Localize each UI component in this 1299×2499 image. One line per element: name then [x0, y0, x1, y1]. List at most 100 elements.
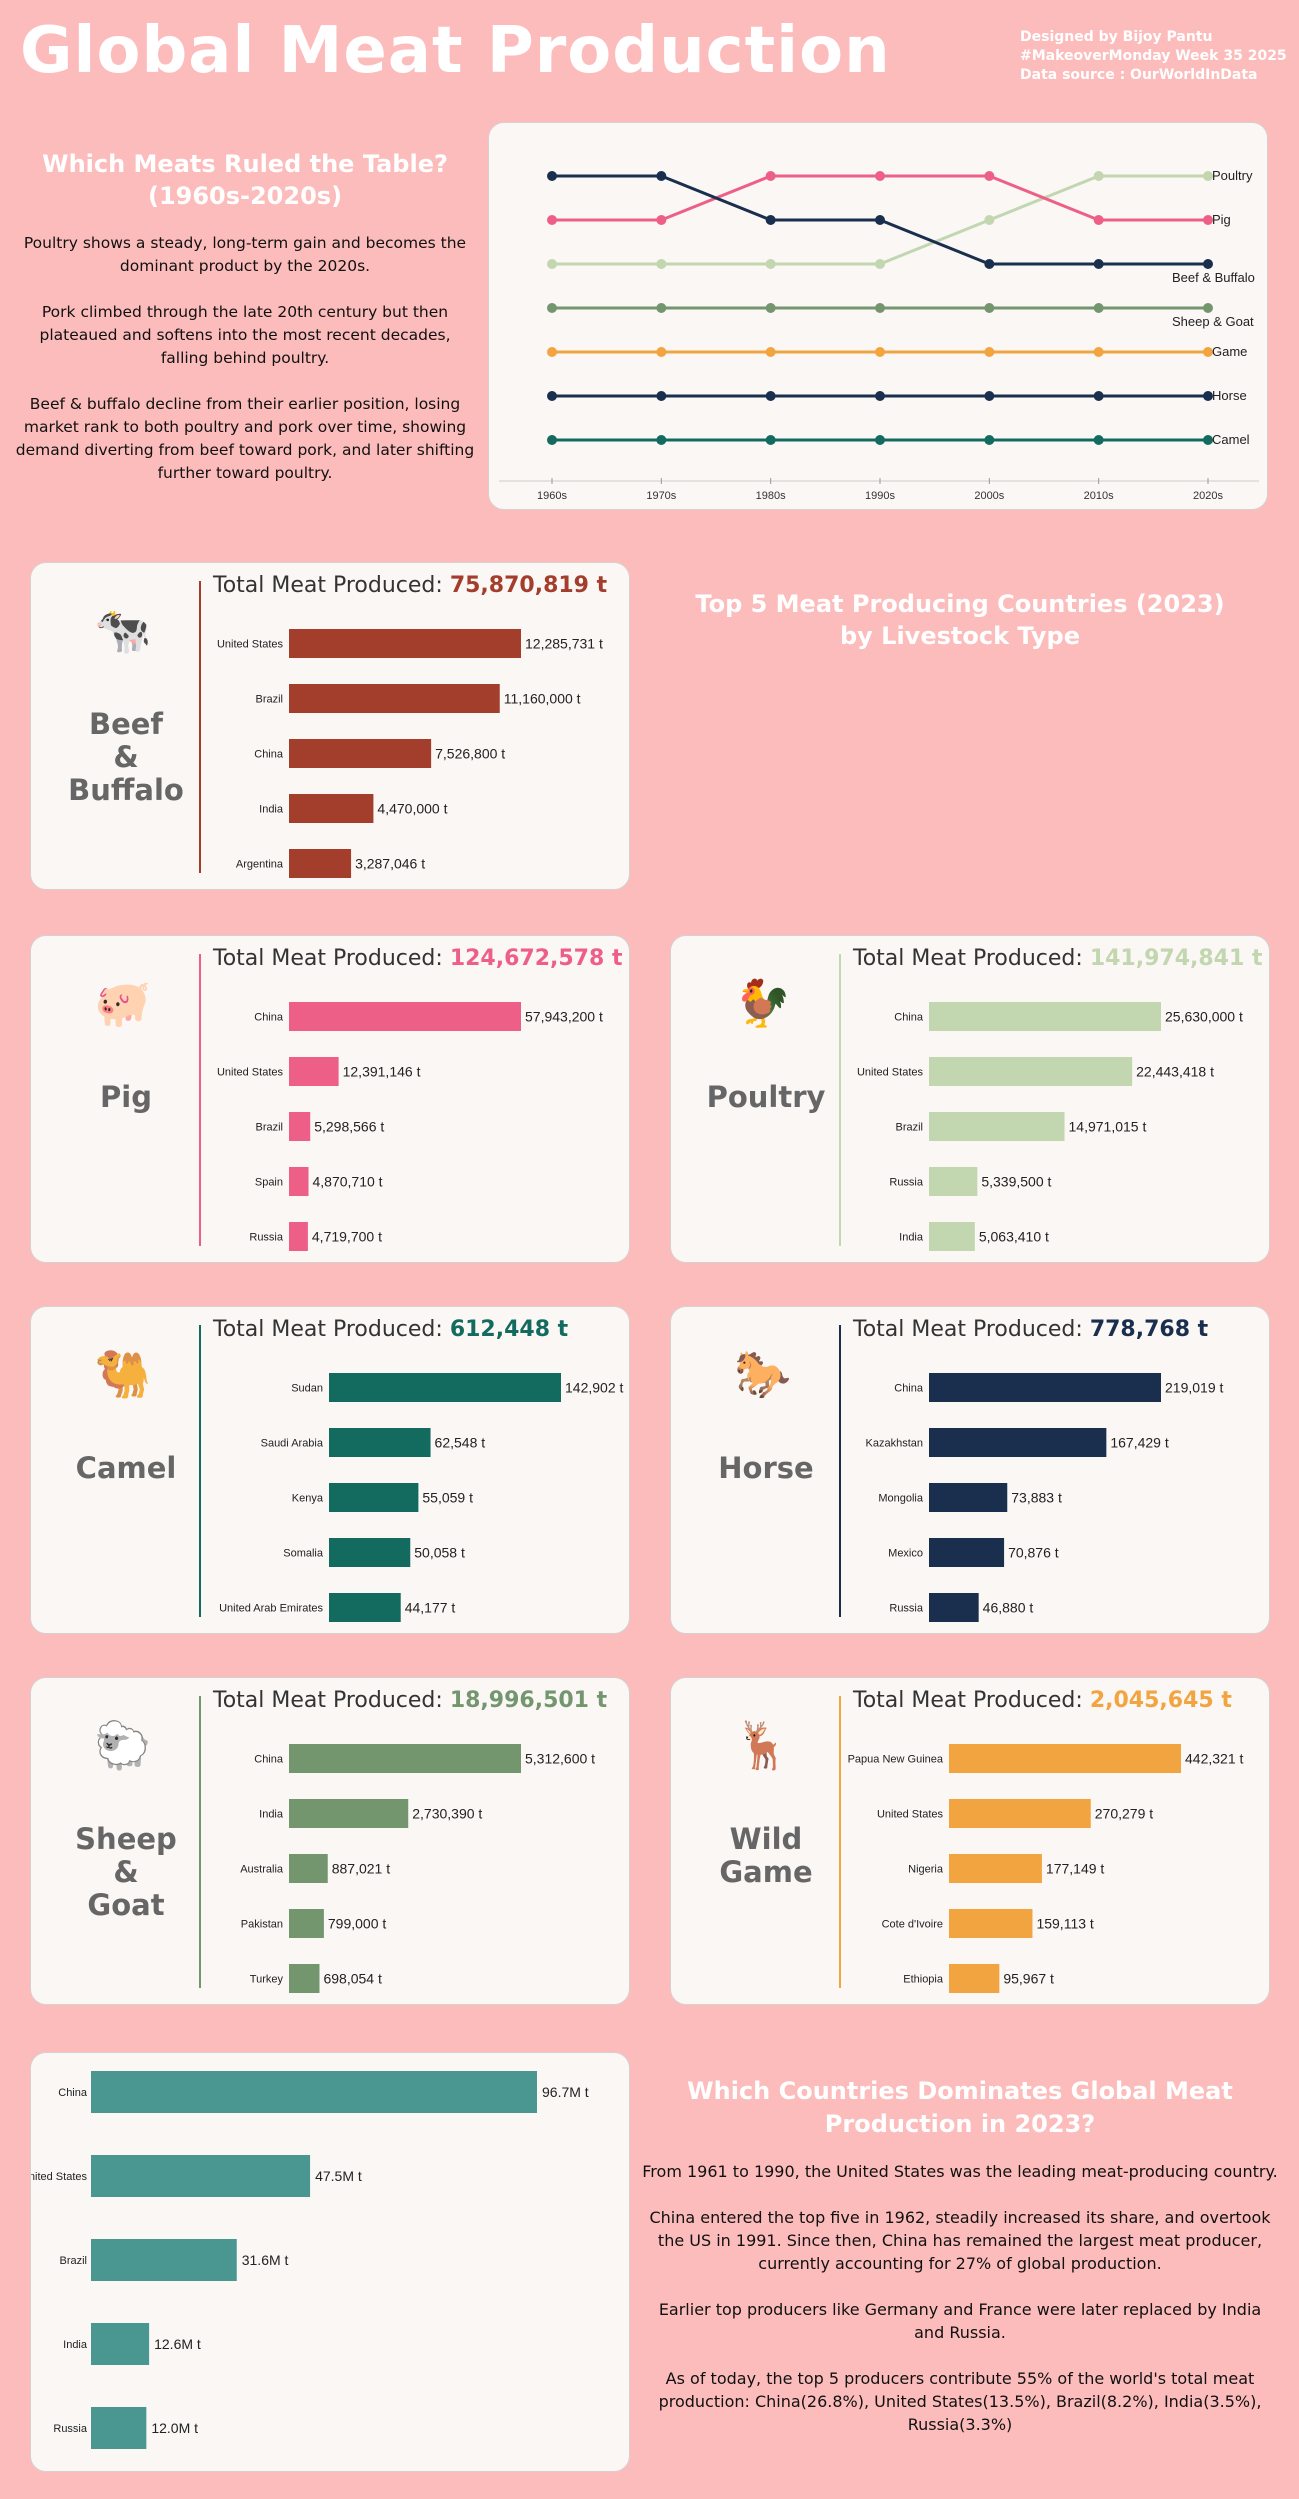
bar-category-label: Nigeria [908, 1864, 944, 1876]
bar-value-label: 167,429 t [1110, 1435, 1168, 1451]
bar [289, 684, 500, 713]
pig-card: 🐖 Pig Total Meat Produced: 124,672,578 t Ch… [30, 935, 630, 1263]
series-point [1203, 171, 1213, 181]
bar-value-label: 5,339,500 t [981, 1174, 1051, 1190]
bar-category-label: India [259, 804, 284, 816]
bar [929, 1483, 1008, 1512]
total-value: 141,974,841 t [1089, 946, 1263, 971]
sheep-name: Sheep & Goat [51, 1823, 201, 1922]
series-point [547, 303, 557, 313]
top-countries-chart: China 96.7M t United States 47.5M t Brazil 31… [31, 2071, 589, 2449]
bar-value-label: 2,730,390 t [412, 1806, 482, 1822]
total-value: 778,768 t [1089, 1317, 1209, 1342]
camel-total: Total Meat Produced: 612,448 t [213, 1317, 568, 1342]
bar-value-label: 142,902 t [565, 1380, 623, 1396]
bar-value-label: 5,298,566 t [314, 1119, 384, 1135]
bar-value-label: 12.0M t [151, 2420, 198, 2436]
bar-category-label: United States [857, 1067, 924, 1079]
total-label: Total Meat Produced: [213, 1688, 450, 1713]
beef-bar-chart: United States 12,285,731 t Brazil 11,160,00… [217, 629, 603, 878]
bar-category-label: Russia [889, 1177, 924, 1189]
series-point [656, 347, 667, 357]
series-point [875, 215, 885, 225]
bar [929, 1112, 1065, 1141]
bar-value-label: 698,054 t [323, 1971, 381, 1987]
total-value: 75,870,819 t [449, 573, 608, 598]
series-point [1093, 215, 1104, 225]
bar-value-label: 7,526,800 t [435, 746, 505, 762]
series-point [547, 435, 557, 445]
bar [329, 1373, 561, 1402]
bar [929, 1593, 979, 1622]
card-name-line: Poultry [706, 1080, 826, 1114]
card-name-line: Pig [100, 1080, 152, 1114]
card-name-line: & [113, 1855, 139, 1889]
poultry-card: 🐓 Poultry Total Meat Produced: 141,974,841… [670, 935, 1270, 1263]
horse-card: 🐎 Horse Total Meat Produced: 778,768 t Chin… [670, 1306, 1270, 1634]
bar-value-label: 22,443,418 t [1136, 1064, 1214, 1080]
camel-card: 🐫 Camel Total Meat Produced: 612,448 t Suda… [30, 1306, 630, 1634]
bar-category-label: United States [217, 639, 284, 651]
bar [289, 1799, 409, 1828]
bar [289, 1222, 308, 1251]
bar-value-label: 11,160,000 t [504, 691, 581, 707]
bar-category-label: Russia [53, 2423, 88, 2435]
bar-category-label: Sudan [291, 1383, 323, 1395]
series-point [875, 391, 885, 401]
bar [949, 1744, 1181, 1773]
camel-name: Camel [51, 1452, 201, 1485]
intro-paragraph: Beef & buffalo decline from their earlie… [15, 395, 475, 482]
series-point [765, 347, 776, 357]
credits: Designed by Bijoy Pantu #MakeoverMonday … [1020, 28, 1287, 85]
series-point [1093, 303, 1104, 313]
bar [289, 1057, 339, 1086]
intro-paragraph: Poultry shows a steady, long-term gain a… [23, 234, 467, 275]
bar-value-label: 31.6M t [242, 2252, 289, 2268]
sheep-card: 🐑 Sheep & Goat Total Meat Produced: 18,996,5… [30, 1677, 630, 2005]
bar-category-label: Pakistan [241, 1919, 283, 1931]
bottom-text: From 1961 to 1990, the United States was… [642, 2160, 1278, 2459]
series-point [765, 171, 776, 181]
total-label: Total Meat Produced: [213, 1317, 450, 1342]
horse-icon: 🐎 [734, 1347, 792, 1401]
series-point [547, 215, 557, 225]
series-point [875, 303, 885, 313]
bar-value-label: 442,321 t [1185, 1751, 1243, 1767]
series-label: Beef & Buffalo [1172, 270, 1255, 285]
bar-value-label: 12.6M t [154, 2336, 201, 2352]
series-point [656, 171, 667, 181]
intro-text: Poultry shows a steady, long-term gain a… [14, 232, 476, 508]
bar-value-label: 47.5M t [315, 2168, 362, 2184]
bar-value-label: 12,391,146 t [343, 1064, 421, 1080]
series-point [765, 391, 776, 401]
bar-value-label: 159,113 t [1036, 1916, 1093, 1932]
x-tick-label: 1990s [865, 490, 895, 502]
card-name-line: Beef [88, 707, 164, 741]
game-card: 🦌 Wild Game Total Meat Produced: 2,045,645 … [670, 1677, 1270, 2005]
bar [929, 1057, 1133, 1086]
cow-icon: 🐄 [94, 603, 152, 657]
bar [329, 1538, 411, 1567]
bar-value-label: 55,059 t [422, 1490, 473, 1506]
bar [91, 2323, 150, 2365]
bar-category-label: United States [217, 1067, 284, 1079]
series-point [1203, 303, 1213, 313]
x-tick-label: 2010s [1084, 490, 1114, 502]
bar-category-label: Brazil [59, 2255, 87, 2267]
bar [929, 1373, 1161, 1402]
series-point [547, 347, 557, 357]
bar [929, 1538, 1005, 1567]
bar [289, 1002, 521, 1031]
camel-bar-chart: Sudan 142,902 t Saudi Arabia 62,548 t Kenya 5… [219, 1373, 623, 1622]
bar-category-label: Russia [889, 1603, 924, 1615]
bar-category-label: India [259, 1809, 284, 1821]
top5-section-title: Top 5 Meat Producing Countries (2023) by… [660, 588, 1260, 652]
series-label: Sheep & Goat [1172, 314, 1254, 329]
credit-source: Data source : OurWorldInData [1020, 67, 1258, 83]
rank-chart: 1960s 1970s 1980s 1990s 2000s 2010s 2020s Poult… [499, 168, 1259, 502]
bottom-title-line1: Which Countries Dominates Global Meat [687, 2077, 1233, 2105]
card-divider [839, 954, 841, 1246]
bar-value-label: 5,063,410 t [979, 1229, 1049, 1245]
x-tick-label: 2000s [974, 490, 1004, 502]
series-point [875, 435, 885, 445]
